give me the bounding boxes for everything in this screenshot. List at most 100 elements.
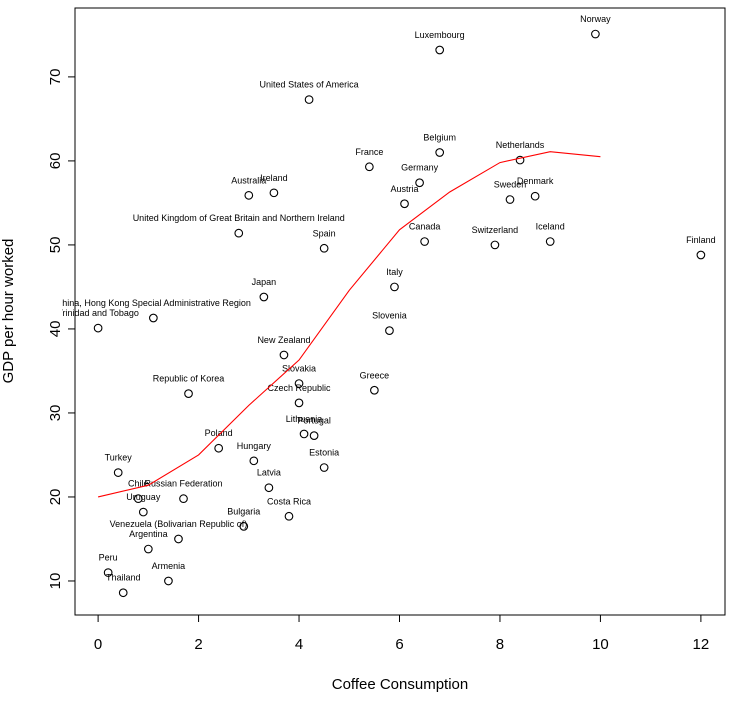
point [138,507,148,517]
point-label: Turkey [105,453,133,463]
point-label: United States of America [260,80,359,90]
point-label: Republic of Korea [153,374,225,384]
point-label: Slovakia [282,364,316,374]
point [415,178,424,188]
point-label: Australia [231,175,266,185]
point [179,494,188,503]
point [420,237,429,246]
point [284,511,294,521]
point-label: Japan [252,277,277,287]
point-label: France [355,147,383,157]
x-tick-label: 0 [94,636,102,653]
point-label: Germany [401,163,439,173]
point [214,443,224,453]
y-tick-label: 20 [47,489,64,506]
point [309,431,319,440]
point-label: Iceland [536,222,565,232]
point [143,544,153,554]
point-label: Finland [686,235,716,245]
point [234,228,244,238]
point-label: Armenia [152,561,186,571]
point [365,162,374,172]
point-label: Norway [580,14,611,24]
point [93,323,103,333]
point [133,494,143,503]
point-label: United Kingdom of Great Britain and Nort… [133,213,345,223]
x-tick-label: 10 [592,636,609,653]
point-label: Chile [128,479,149,489]
point [400,199,409,209]
point-label: Thailand [106,573,141,583]
point-label: Belgium [423,133,456,143]
point-label: Slovenia [372,311,407,321]
point-label: Spain [313,228,336,238]
point [244,191,254,200]
point [264,483,274,493]
point-label: Denmark [517,176,554,186]
point-label: Poland [205,428,233,438]
point-label: Greece [360,370,390,380]
x-tick-label: 12 [693,636,710,653]
point-label: New Zealand [257,335,310,345]
x-tick-label: 4 [295,636,303,653]
x-tick-label: 6 [395,636,403,653]
point-labels: Norway Luxembourg United States of America… [57,14,716,583]
point [319,463,329,472]
point-label: Argentina [129,529,168,539]
point-label: Canada [409,222,441,232]
point [294,398,304,408]
point [696,250,706,260]
point [505,195,515,204]
point-label: Russian Federation [144,479,222,489]
point [370,385,379,395]
point [591,29,600,39]
point [103,568,113,577]
point-label: Portugal [297,416,331,426]
point [515,155,525,165]
point [164,576,173,586]
point-label: Estonia [309,448,339,458]
point [304,95,314,104]
point-label: Latvia [257,468,281,478]
x-axis-label: Coffee Consumption [332,676,468,693]
y-tick-label: 50 [47,237,64,254]
point [249,456,259,466]
point [299,429,309,439]
point [390,282,399,292]
y-tick-label: 40 [47,321,64,338]
point [319,243,329,253]
point [279,350,289,360]
point [239,522,249,531]
point-label: Peru [99,553,118,563]
point-label: Sweden [494,180,527,190]
point [269,188,279,198]
point [530,191,540,201]
point [294,379,304,388]
point [113,468,123,477]
point-label: Uruguay [126,492,161,502]
point-label: Lithuania [286,414,323,424]
fit-curve [97,151,601,498]
point-label: Hungary [237,441,272,451]
point [118,588,128,598]
point-label: Netherlands [496,140,545,150]
point [385,326,394,335]
plot-box [74,7,726,616]
point-label: Venezuela (Bolivarian Republic of) [110,519,248,529]
y-tick-label: 70 [47,69,64,86]
point-label: Costa Rica [267,496,311,506]
point [490,240,500,250]
point-label: Italy [386,267,403,277]
point-label: Bulgaria [227,506,260,516]
y-tick-label: 10 [47,573,64,590]
point-label: Trinidad and Tobago [57,308,139,318]
x-tick-label: 8 [496,636,504,653]
y-tick-label: 60 [47,153,64,170]
point [174,534,183,544]
point [184,389,193,398]
point-label: Ireland [260,173,288,183]
point [149,313,158,323]
point-label: Austria [391,184,419,194]
x-tick-label: 2 [194,636,202,653]
